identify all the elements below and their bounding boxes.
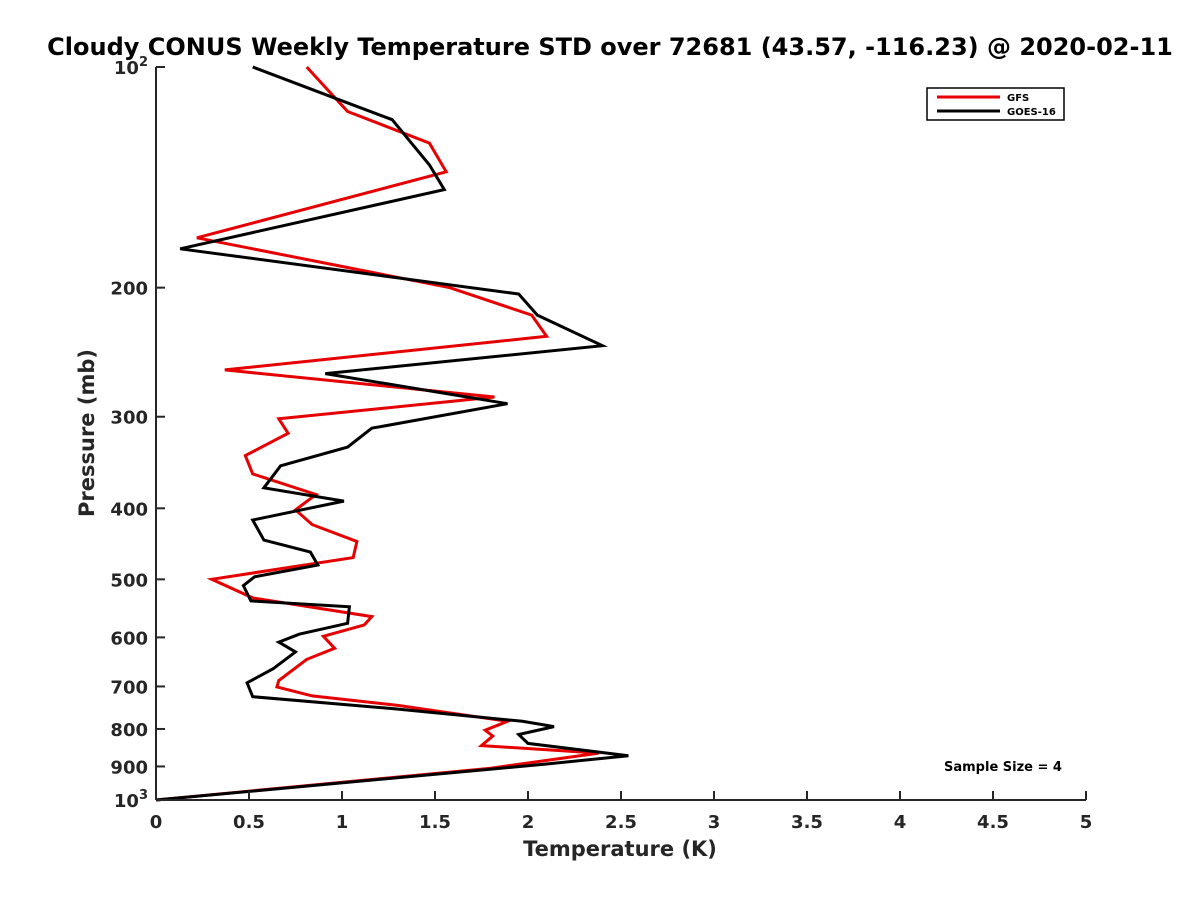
y-tick-label: 300 [110, 408, 148, 429]
x-tick-label: 1.5 [419, 812, 451, 833]
x-tick-label: 0 [150, 812, 163, 833]
legend-box [926, 87, 1065, 121]
x-tick-label: 3 [708, 812, 721, 833]
x-tick-label: 2.5 [605, 812, 637, 833]
y-tick-label: 102 [114, 55, 148, 79]
y-tick-label: 103 [114, 788, 148, 812]
y-tick-label: 700 [110, 677, 148, 698]
x-tick-label: 2 [522, 812, 535, 833]
y-tick-label: 600 [110, 628, 148, 649]
y-tick-label: 200 [110, 279, 148, 300]
x-tick-label: 4.5 [977, 812, 1009, 833]
series-line-goes-16 [155, 65, 629, 802]
x-tick-label: 1 [336, 812, 349, 833]
chart-title: Cloudy CONUS Weekly Temperature STD over… [47, 33, 1173, 61]
legend: GFS GOES-16 [926, 87, 1065, 121]
sample-size-annotation: Sample Size = 4 [944, 760, 1062, 775]
legend-entry: GOES-16 [1007, 107, 1056, 118]
y-tick-label: 900 [110, 757, 148, 778]
plot-area: 0 0.5 1 1.5 2 2.5 3 3.5 4 4.5 5 102 200 300 400 500 600 7… [110, 55, 1092, 833]
y-axis-label: Pressure (mb) [75, 349, 99, 517]
y-tick-label: 800 [110, 720, 148, 741]
y-tick-label: 400 [110, 499, 148, 520]
x-tick-label: 5 [1080, 812, 1093, 833]
series-line-gfs [155, 65, 599, 802]
x-axis-label: Temperature (K) [523, 837, 717, 861]
y-tick-label: 500 [110, 570, 148, 591]
x-tick-label: 4 [894, 812, 907, 833]
legend-entry: GFS [1007, 93, 1029, 104]
x-tick-label: 3.5 [791, 812, 823, 833]
x-tick-label: 0.5 [233, 812, 265, 833]
